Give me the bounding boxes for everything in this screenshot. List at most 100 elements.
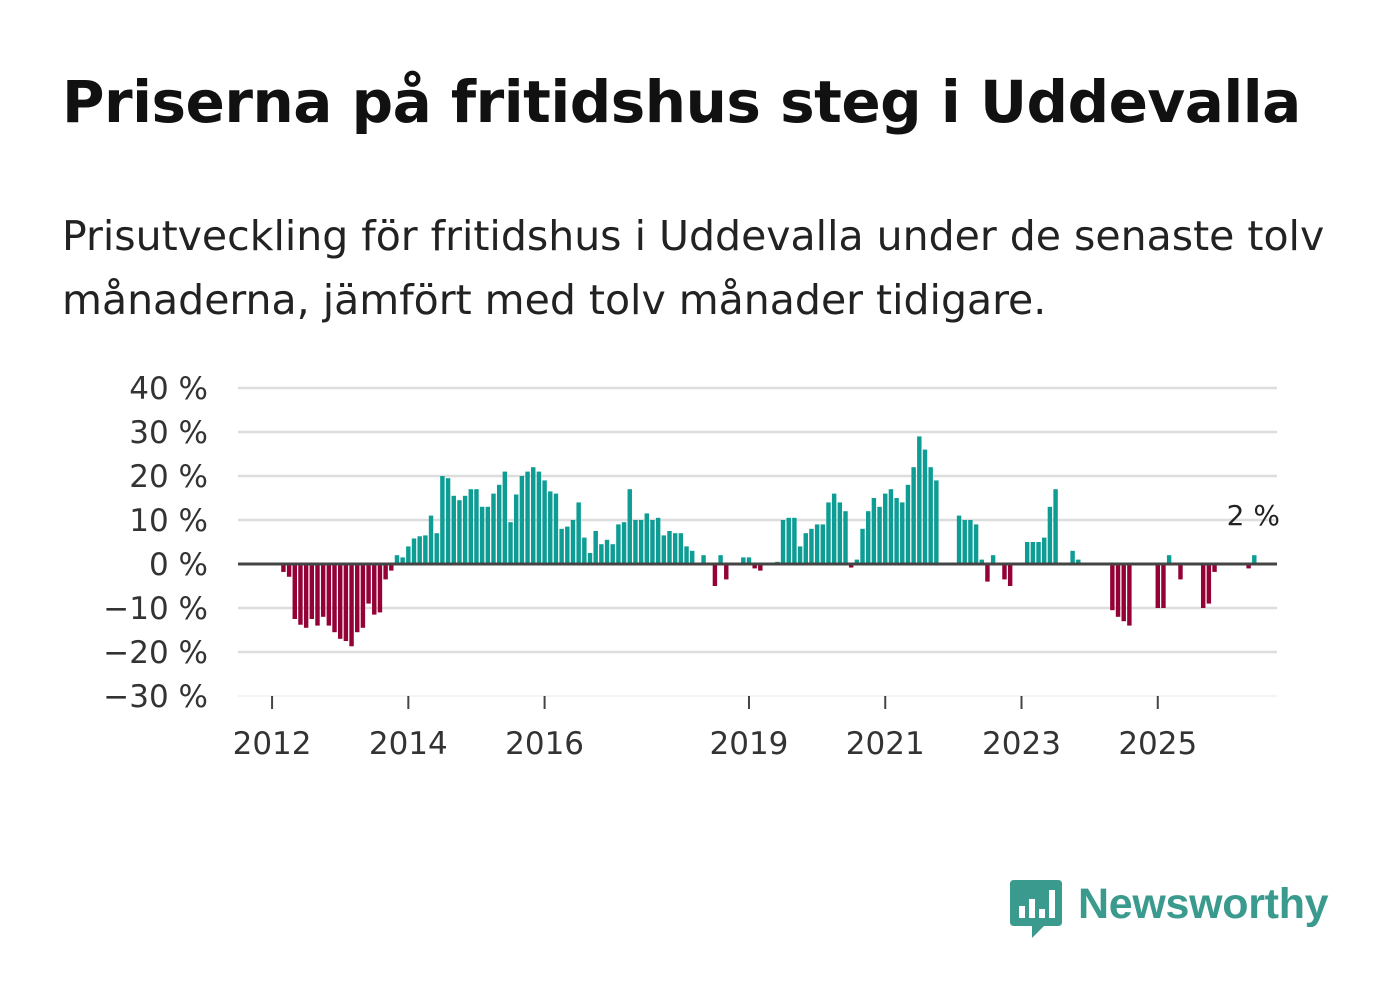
- bar: [502, 471, 508, 564]
- bar: [491, 493, 496, 564]
- newsworthy-logo: Newsworthy: [1010, 878, 1329, 942]
- y-axis-labels: 40 % 30 % 20 % 10 % 0 % −10 % −20 % −30 %: [103, 371, 208, 715]
- bar: [1178, 564, 1183, 580]
- bar: [377, 564, 383, 613]
- bar: [758, 564, 763, 571]
- y-tick-label: 10 %: [129, 503, 208, 539]
- bar: [474, 489, 479, 564]
- bar: [519, 476, 525, 564]
- x-tick-label: 2021: [846, 726, 925, 762]
- bar: [871, 498, 877, 564]
- bar: [1200, 564, 1206, 608]
- bar: [621, 522, 627, 564]
- bar: [616, 524, 621, 564]
- bar: [712, 564, 718, 586]
- bar: [559, 528, 564, 564]
- bar: [451, 495, 456, 564]
- x-tick-label: 2014: [369, 726, 448, 762]
- bar: [423, 535, 428, 564]
- bar: [1007, 564, 1013, 586]
- bar: [332, 564, 337, 633]
- bar: [360, 564, 366, 628]
- bar: [917, 436, 922, 564]
- bar: [320, 564, 326, 617]
- bar: [797, 546, 803, 564]
- bar: [1212, 564, 1217, 572]
- bar: [752, 564, 757, 569]
- y-tick-label: −10 %: [103, 591, 208, 627]
- bar: [1042, 537, 1047, 564]
- bar: [803, 533, 808, 564]
- bar: [1161, 564, 1166, 608]
- bar: [485, 506, 491, 564]
- bar: [934, 480, 939, 564]
- bar: [445, 478, 451, 564]
- bar: [667, 531, 672, 564]
- y-tick-label: 20 %: [129, 459, 208, 495]
- bar: [650, 520, 655, 564]
- bar: [1155, 564, 1160, 608]
- bar: [349, 564, 354, 647]
- bar: [343, 564, 349, 641]
- bar: [922, 449, 928, 564]
- newsworthy-logo-icon: [1010, 880, 1062, 938]
- bar: [985, 564, 990, 582]
- bar: [337, 564, 343, 639]
- bar: [792, 517, 797, 564]
- x-axis: 2012 2014 2016 2019 2021 2023 2025: [233, 696, 1197, 762]
- bar: [888, 489, 894, 564]
- bar: [826, 502, 831, 564]
- x-tick-label: 2019: [710, 726, 789, 762]
- bar: [366, 564, 371, 604]
- brand-name: Newsworthy: [1078, 880, 1329, 928]
- y-tick-label: 40 %: [129, 371, 208, 407]
- bar: [434, 533, 439, 564]
- bar: [627, 489, 632, 564]
- y-tick-label: −30 %: [103, 679, 208, 715]
- bar: [610, 544, 615, 564]
- bar: [303, 564, 309, 628]
- bar: [724, 564, 729, 580]
- gridlines: [238, 386, 1277, 697]
- chart-subtitle: Prisutveckling för fritidshus i Uddevall…: [62, 212, 1325, 324]
- bar: [968, 520, 973, 564]
- bar: [831, 493, 837, 564]
- bar: [468, 489, 473, 564]
- bar: [1047, 506, 1053, 564]
- bar: [843, 511, 848, 564]
- bar: [411, 538, 417, 564]
- bar: [1110, 564, 1115, 611]
- bar: [576, 502, 581, 564]
- bar: [962, 520, 967, 564]
- bar: [372, 564, 377, 615]
- bar: [973, 524, 979, 564]
- bar: [701, 555, 706, 564]
- x-tick-label: 2016: [505, 726, 584, 762]
- bar: [355, 564, 360, 633]
- bar: [593, 531, 598, 564]
- chart-title: Priserna på fritidshus steg i Uddevalla: [62, 68, 1301, 136]
- bar: [531, 467, 536, 564]
- bar: [633, 520, 638, 564]
- y-tick-label: 0 %: [149, 547, 208, 583]
- bar: [1115, 564, 1121, 617]
- y-tick-label: 30 %: [129, 415, 208, 451]
- bar: [894, 498, 899, 564]
- bar: [292, 564, 297, 619]
- bar: [644, 513, 649, 564]
- bar: [315, 564, 320, 626]
- bar: [1053, 489, 1058, 564]
- bar: [956, 515, 962, 564]
- bar: [780, 520, 786, 564]
- bar: [661, 535, 667, 564]
- bars: [269, 436, 1257, 647]
- bar: [672, 533, 678, 564]
- bar: [848, 564, 854, 568]
- bar: [900, 502, 905, 564]
- bar: [990, 555, 996, 564]
- x-tick-label: 2012: [233, 726, 312, 762]
- bar: [428, 515, 434, 564]
- bar: [389, 564, 394, 571]
- bar: [814, 524, 820, 564]
